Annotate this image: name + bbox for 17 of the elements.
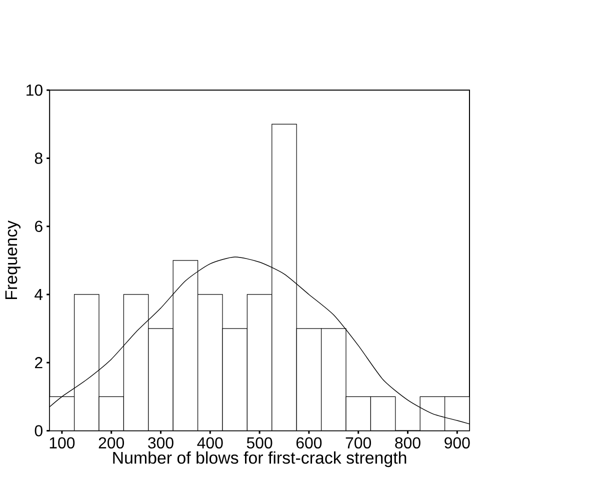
x-tick-label: 600 [296,437,322,449]
y-axis-title: Frequency [5,220,21,300]
y-tick-label: 0 [34,425,42,436]
x-tick-label: 400 [197,437,223,449]
x-tick-label: 700 [346,437,371,449]
y-tick-label: 10 [26,84,42,96]
x-tick-label: 900 [444,437,470,449]
x-axis-title: Number of blows for first-crack strength [113,451,406,468]
x-tick-label: 200 [98,437,124,449]
x-tick-label: 300 [148,437,174,449]
x-tick-label: 100 [50,437,75,449]
y-tick-label: 2 [35,357,42,368]
x-tick-label: 800 [395,437,420,449]
y-tick-label: 8 [34,152,42,164]
y-tick-label: 6 [35,220,42,232]
x-tick-label: 500 [246,437,272,449]
y-tick-label: 4 [34,289,43,300]
